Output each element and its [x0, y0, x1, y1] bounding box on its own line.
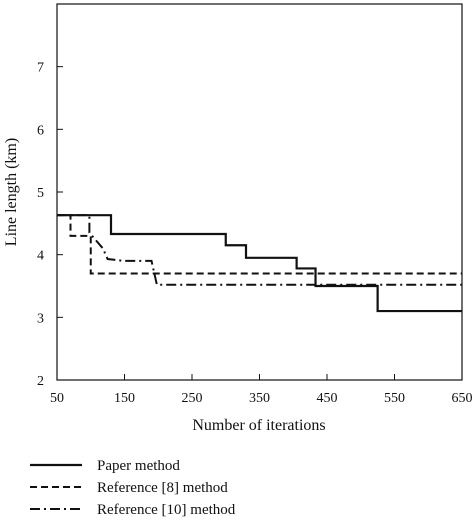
legend-label: Reference [8] method	[97, 480, 228, 496]
x-tick-label: 350	[249, 391, 270, 406]
y-axis: 2 3 4 5 6 7	[37, 61, 63, 389]
y-axis-title: Line length (km)	[3, 138, 20, 246]
series-lines	[57, 214, 462, 313]
x-tick-label: 450	[317, 391, 338, 406]
x-tick-label: 250	[182, 391, 203, 406]
x-tick-label: 50	[50, 391, 64, 406]
x-tick-label: 550	[384, 391, 405, 406]
x-axis-title: Number of iterations	[192, 417, 325, 434]
legend-label: Paper method	[97, 458, 180, 474]
y-tick-label: 4	[37, 249, 44, 264]
x-tick-label: 650	[452, 391, 473, 406]
y-tick-label: 3	[37, 311, 44, 326]
y-tick-label: 6	[37, 123, 44, 138]
series-line-3	[57, 214, 462, 286]
series-line-2	[57, 214, 462, 275]
x-axis: 50 150 250 350 450 550 650	[50, 374, 473, 406]
y-tick-label: 5	[37, 186, 44, 201]
legend-label: Reference [10] method	[97, 502, 236, 518]
y-tick-label: 7	[37, 61, 44, 76]
x-tick-label: 150	[114, 391, 135, 406]
y-tick-label: 2	[37, 374, 44, 389]
plot-frame	[56, 3, 463, 381]
legend: Paper method Reference [8] method Referenc…	[30, 458, 236, 518]
series-line-1	[57, 214, 462, 313]
